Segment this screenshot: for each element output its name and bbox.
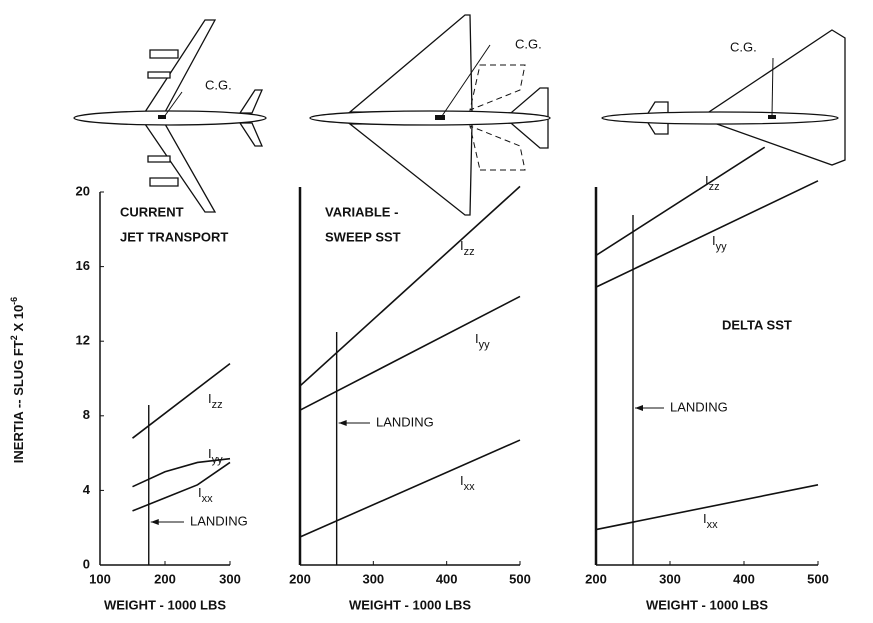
panel-title: DELTA SST xyxy=(722,317,792,332)
series-line xyxy=(132,461,231,512)
panel-title: JET TRANSPORT xyxy=(120,229,228,244)
x-tick-label: 300 xyxy=(362,571,384,586)
series-label-main: I xyxy=(703,511,707,526)
series-line xyxy=(299,295,521,411)
x-tick-label: 300 xyxy=(659,571,681,586)
cg-label: C.G. xyxy=(730,39,757,54)
x-tick-label: 200 xyxy=(585,571,607,586)
series-label-sub: xx xyxy=(202,493,214,505)
series-label: Ixx xyxy=(198,485,213,504)
x-tick-label: 500 xyxy=(509,571,531,586)
series-label: Ixx xyxy=(460,473,475,492)
y-tick-label: 16 xyxy=(76,258,90,273)
landing-arrowhead xyxy=(150,519,159,525)
y-axis-label-part: -6 xyxy=(9,297,19,305)
series-label: Izz xyxy=(705,173,720,192)
y-axis-label-part: X 10 xyxy=(11,305,26,335)
x-axis-label: WEIGHT - 1000 LBS xyxy=(104,597,226,612)
x-axis-label: WEIGHT - 1000 LBS xyxy=(349,597,471,612)
x-tick-label: 500 xyxy=(807,571,829,586)
x-tick-label: 100 xyxy=(89,571,111,586)
series-label-sub: xx xyxy=(707,519,719,531)
y-tick-label: 0 xyxy=(83,556,90,571)
series-label-sub: yy xyxy=(479,339,491,351)
series-label-sub: zz xyxy=(464,246,475,258)
panel-title: VARIABLE - xyxy=(325,204,398,219)
series-label-main: I xyxy=(705,173,709,188)
series-label-main: I xyxy=(198,485,202,500)
landing-label: LANDING xyxy=(190,513,248,528)
series-label-main: I xyxy=(208,391,212,406)
panel-title: SWEEP SST xyxy=(325,229,401,244)
y-axis-label-part: INERTIA -- SLUG FT xyxy=(11,340,26,463)
series-label-sub: xx xyxy=(464,481,476,493)
aircraft-variable-sweep xyxy=(309,14,551,216)
series-line xyxy=(595,146,766,257)
series-label-sub: yy xyxy=(212,454,224,466)
series-label: Ixx xyxy=(703,511,718,530)
series-label: Izz xyxy=(460,238,475,257)
y-tick-label: 12 xyxy=(76,333,90,348)
series-label-main: I xyxy=(475,331,479,346)
x-axis-label: WEIGHT - 1000 LBS xyxy=(646,597,768,612)
landing-arrowhead xyxy=(338,420,347,426)
aircraft-jet-transport xyxy=(73,19,267,213)
series-label-sub: zz xyxy=(709,181,720,193)
x-tick-label: 200 xyxy=(289,571,311,586)
cg-label: C.G. xyxy=(515,36,542,51)
series-label: Iyy xyxy=(712,233,727,252)
y-tick-label: 8 xyxy=(83,407,90,422)
x-tick-label: 400 xyxy=(436,571,458,586)
series-label-sub: yy xyxy=(716,241,728,253)
series-label: Izz xyxy=(208,391,223,410)
y-tick-label: 20 xyxy=(76,183,90,198)
y-axis-label-part: 2 xyxy=(9,335,19,340)
series-label: Iyy xyxy=(208,446,223,465)
panel-title: CURRENT xyxy=(120,204,184,219)
x-tick-label: 300 xyxy=(219,571,241,586)
series-label-main: I xyxy=(208,446,212,461)
x-tick-label: 400 xyxy=(733,571,755,586)
series-line xyxy=(299,439,521,538)
series-label-sub: zz xyxy=(212,399,223,411)
x-tick-label: 200 xyxy=(154,571,176,586)
landing-label: LANDING xyxy=(670,399,728,414)
cg-label: C.G. xyxy=(205,77,232,92)
landing-arrowhead xyxy=(635,405,643,411)
landing-label: LANDING xyxy=(376,414,434,429)
y-axis-label: INERTIA -- SLUG FT2 X 10-6 xyxy=(9,297,26,463)
y-tick-label: 4 xyxy=(83,482,91,497)
series-label-main: I xyxy=(460,473,464,488)
series-label: Iyy xyxy=(475,331,490,350)
aircraft-delta xyxy=(601,29,846,166)
series-label-main: I xyxy=(712,233,716,248)
series-label-main: I xyxy=(460,238,464,253)
